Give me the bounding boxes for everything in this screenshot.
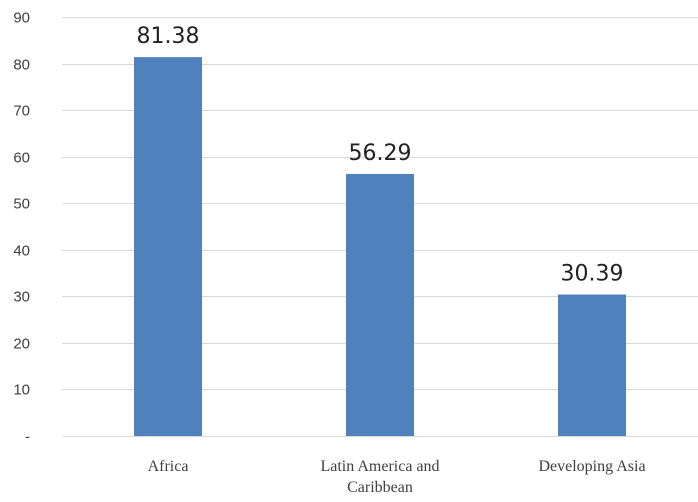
bars — [134, 57, 626, 436]
x-category-label: Latin America and — [320, 458, 439, 475]
data-label: 30.39 — [561, 262, 624, 287]
bar-2 — [558, 294, 626, 436]
y-tick-label: 40 — [13, 243, 30, 260]
y-tick-label: 50 — [13, 196, 30, 213]
y-axis-tick-labels: - 10 20 30 40 50 60 70 80 90 — [13, 10, 30, 446]
y-tick-label: 80 — [13, 57, 30, 74]
y-tick-label: 70 — [13, 103, 30, 120]
bar-1 — [346, 173, 414, 436]
y-tick-label: 30 — [13, 289, 30, 306]
x-category-label: Africa — [148, 458, 189, 475]
data-label: 81.38 — [137, 24, 200, 49]
bar-0 — [134, 57, 202, 436]
x-axis-category-labels: Africa Latin America and Caribbean Developi… — [148, 458, 646, 496]
data-label: 56.29 — [349, 141, 412, 166]
y-tick-label: 60 — [13, 150, 30, 167]
x-category-label: Caribbean — [347, 479, 413, 496]
y-tick-label: - — [25, 429, 30, 446]
y-tick-label: 10 — [13, 382, 30, 399]
data-labels: 81.38 56.29 30.39 — [137, 24, 624, 286]
x-category-label: Developing Asia — [538, 458, 645, 475]
y-tick-label: 90 — [13, 10, 30, 27]
y-tick-label: 20 — [13, 336, 30, 353]
